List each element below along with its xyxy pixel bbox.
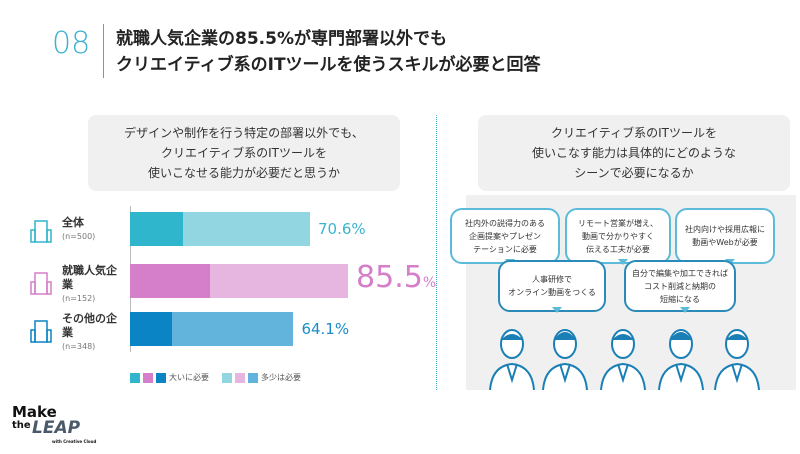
bubble-line: 自分で編集や加工できれば bbox=[632, 268, 728, 278]
question-line: 使いこなせる能力が必要だと思うか bbox=[147, 166, 340, 180]
bubble-line: オンライン動画をつくる bbox=[508, 288, 596, 297]
bubble-line: 人事研修で bbox=[532, 275, 572, 284]
bubble-line: 企画提案やプレゼン bbox=[469, 231, 541, 241]
bar-segment-some bbox=[183, 212, 311, 246]
question-line: シーンで必要になるか bbox=[574, 166, 694, 180]
bubble-line: 動画で分かりやすく bbox=[582, 231, 654, 241]
question-line: 使いこなす能力は具体的にどのような bbox=[531, 146, 736, 160]
person-icon bbox=[487, 322, 537, 391]
bar-segment-strong bbox=[130, 212, 184, 246]
logo-text: with Creative Cloud bbox=[52, 439, 97, 444]
question-line: デザインや制作を行う特定の部署以外でも、 bbox=[124, 126, 364, 140]
bar-row bbox=[130, 264, 349, 298]
make-the-leap-logo: Make the LEAP with Creative Cloud bbox=[12, 405, 96, 449]
legend-item-some: 多少は必要 bbox=[222, 372, 301, 383]
bar-row bbox=[130, 212, 311, 246]
percent-suffix: % bbox=[422, 275, 437, 291]
category-label: 就職人気企業 (n=152) bbox=[62, 264, 124, 306]
sample-size: (n=152) bbox=[62, 294, 96, 303]
bubble-line: 短縮になる bbox=[660, 294, 700, 304]
section-number: 08 bbox=[52, 26, 91, 61]
title-line: クリエイティブ系のITツールを使うスキルが必要と回答 bbox=[116, 55, 541, 75]
bar-segment-strong bbox=[130, 264, 211, 298]
office-star-icon bbox=[30, 270, 52, 296]
legend-swatch bbox=[143, 372, 153, 383]
person-icon bbox=[540, 322, 590, 391]
bubble-line: 社内向けや採用広報に bbox=[685, 225, 765, 234]
column-divider bbox=[436, 115, 437, 390]
total-percent-label: 85.5% bbox=[356, 260, 437, 295]
bubble-line: 伝える工夫が必要 bbox=[586, 244, 650, 254]
legend-swatch bbox=[248, 372, 258, 383]
bar-row bbox=[130, 312, 294, 346]
speech-bubble: 自分で編集や加工できれば コスト削減と納期の 短縮になる bbox=[624, 260, 736, 313]
bubble-line: リモート営業が増え、 bbox=[578, 218, 658, 228]
bar-segment-strong bbox=[130, 312, 173, 346]
person-icon bbox=[656, 322, 706, 391]
legend-swatch bbox=[235, 372, 245, 383]
legend-label: 大いに必要 bbox=[169, 373, 209, 382]
header-divider bbox=[103, 24, 104, 78]
legend-label: 多少は必要 bbox=[261, 373, 301, 382]
logo-text: LEAP bbox=[32, 418, 81, 438]
category-name: その他の企業 bbox=[62, 312, 117, 339]
question-line: クリエイティブ系のITツールを bbox=[551, 126, 717, 140]
speech-bubble: 社内向けや採用広報に 動画やWebが必要 bbox=[675, 208, 775, 265]
person-icon bbox=[598, 322, 648, 391]
logo-text: the bbox=[12, 420, 31, 431]
legend-swatch bbox=[130, 372, 140, 383]
category-name: 全体 bbox=[62, 216, 84, 229]
speech-bubble: 人事研修でオンライン動画をつくる bbox=[498, 260, 606, 313]
total-percent-label: 70.6% bbox=[318, 220, 366, 238]
right-question-box: クリエイティブ系のITツールを使いこなす能力は具体的にどのような シーンで必要にな… bbox=[478, 115, 790, 191]
category-label: 全体 (n=500) bbox=[62, 216, 124, 244]
title-line: 就職人気企業の85.5%が専門部署以外でも bbox=[116, 29, 447, 49]
small-office-icon bbox=[30, 318, 52, 344]
page-title: 就職人気企業の85.5%が専門部署以外でも クリエイティブ系のITツールを使うス… bbox=[116, 26, 541, 78]
logo-text: Make bbox=[12, 403, 57, 421]
total-percent-label: 64.1% bbox=[301, 320, 350, 338]
speech-bubble: リモート営業が増え、 動画で分かりやすく 伝える工夫が必要 bbox=[565, 208, 671, 265]
speech-bubble: 社内外の説得力のある 企画提案やプレゼン テーションに必要 bbox=[450, 208, 560, 265]
person-icon bbox=[712, 322, 762, 391]
bubble-line: コスト削減と納期の bbox=[644, 281, 716, 291]
legend-swatch bbox=[156, 372, 166, 383]
sample-size: (n=500) bbox=[62, 232, 96, 241]
bubble-line: 社内外の説得力のある bbox=[465, 218, 545, 228]
bar-segment-some bbox=[172, 312, 294, 346]
bubble-line: テーションに必要 bbox=[473, 244, 537, 254]
building-icon bbox=[30, 218, 52, 244]
category-name: 就職人気企業 bbox=[62, 264, 117, 291]
bar-segment-some bbox=[210, 264, 349, 298]
sample-size: (n=348) bbox=[62, 342, 96, 351]
bubble-line: 動画やWebが必要 bbox=[692, 238, 758, 247]
legend-item-strong: 大いに必要 bbox=[130, 372, 209, 383]
legend-swatch bbox=[222, 372, 232, 383]
question-line: クリエイティブ系のITツールを bbox=[161, 146, 327, 160]
left-question-box: デザインや制作を行う特定の部署以外でも、 クリエイティブ系のITツールを 使いこなせ… bbox=[88, 115, 400, 191]
category-label: その他の企業 (n=348) bbox=[62, 312, 124, 354]
